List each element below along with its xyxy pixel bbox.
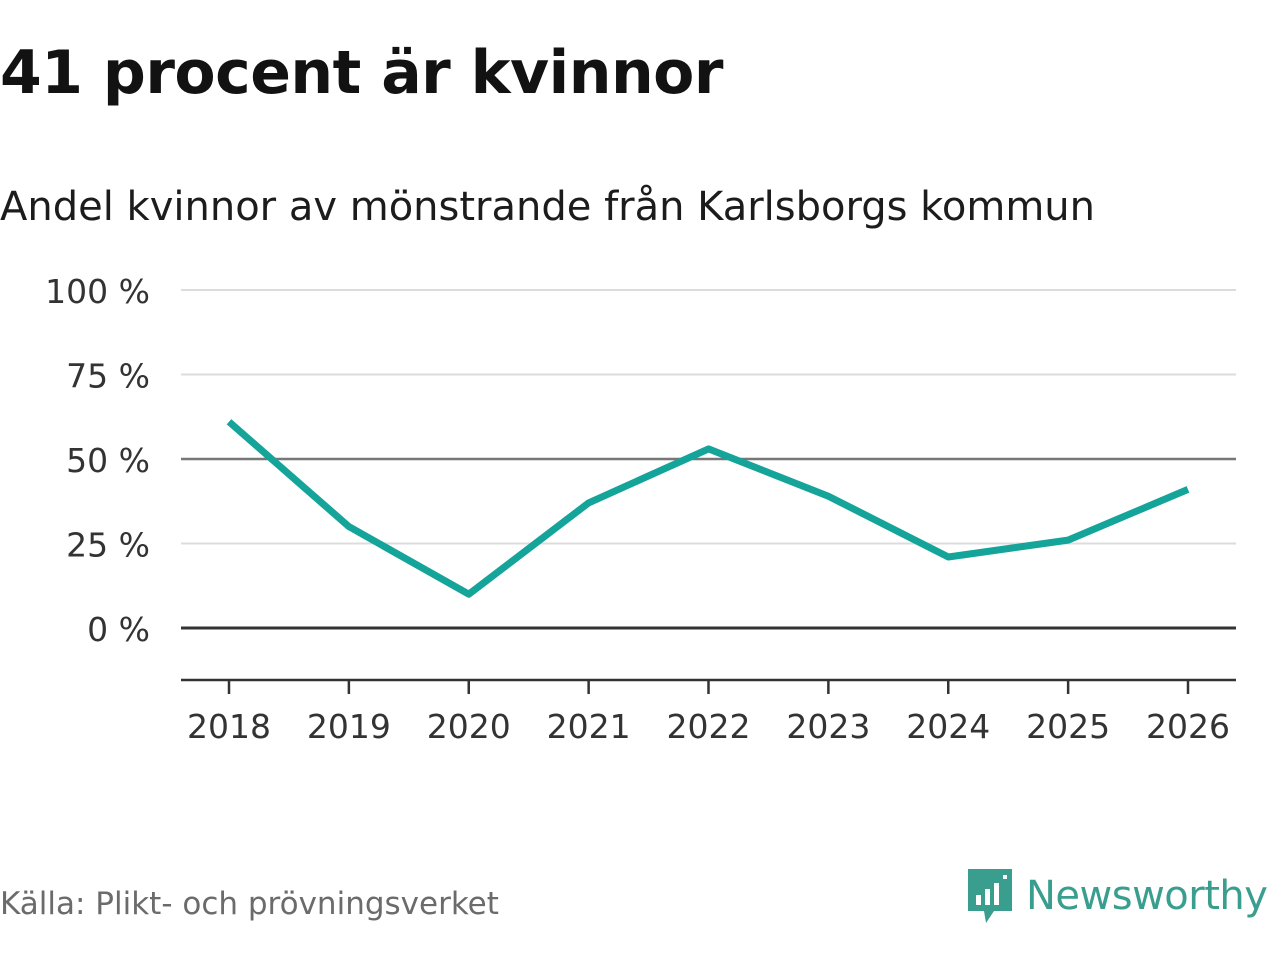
- y-tick-label: 25 %: [66, 526, 150, 565]
- x-tick-label: 2021: [547, 707, 631, 746]
- x-tick-label: 2019: [307, 707, 391, 746]
- x-tick-label: 2023: [786, 707, 870, 746]
- y-tick-label: 50 %: [66, 441, 150, 480]
- x-tick-label: 2025: [1026, 707, 1110, 746]
- y-tick-label: 75 %: [66, 357, 150, 396]
- series-line: [226, 419, 1190, 598]
- grid-lines: [181, 289, 1236, 630]
- x-tick-label: 2022: [667, 707, 751, 746]
- x-tick-label: 2018: [187, 707, 271, 746]
- y-tick-label: 100 %: [45, 272, 150, 311]
- x-tick-label: 2026: [1146, 707, 1230, 746]
- brand-name: Newsworthy: [1026, 873, 1268, 919]
- y-tick-label: 0 %: [87, 610, 150, 649]
- chart-subtitle: Andel kvinnor av mönstrande från Karlsbo…: [0, 184, 1095, 230]
- chart-title: 41 procent är kvinnor: [0, 38, 723, 108]
- source-note: Källa: Plikt- och prövningsverket: [0, 886, 499, 922]
- brand-logo: Newsworthy: [964, 864, 1268, 928]
- x-tick-label: 2020: [427, 707, 511, 746]
- y-axis-ticks: 100 % 75 % 50 % 25 % 0 %: [45, 272, 150, 649]
- x-tick-label: 2024: [906, 707, 990, 746]
- x-axis: 2018 2019 2020 2021 2022 2023 2024 2025 2026: [181, 678, 1236, 746]
- newsworthy-logo-icon: [968, 869, 1012, 923]
- series-lines: [226, 419, 1190, 598]
